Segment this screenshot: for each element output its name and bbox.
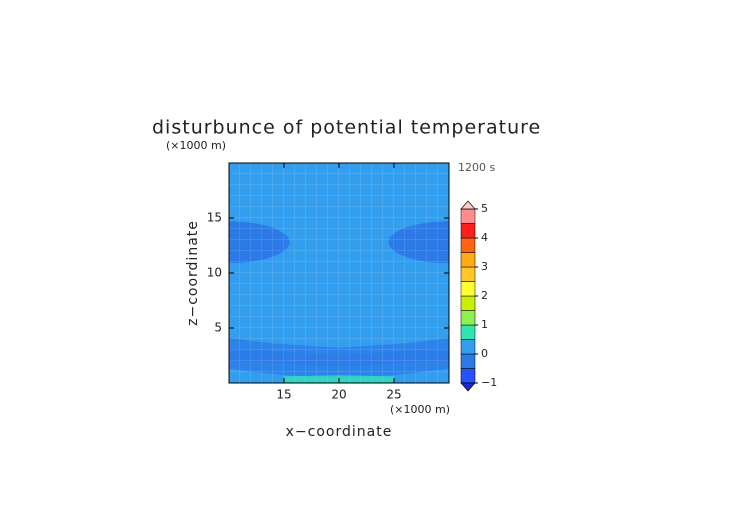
y-axis-label: z−coordinate xyxy=(185,220,201,326)
colorbar-tick-label: 5 xyxy=(481,202,488,215)
colorbar-band xyxy=(460,310,476,326)
grid-overlay xyxy=(229,163,449,383)
colorbar-under xyxy=(460,382,476,392)
colorbar-tick-label: 4 xyxy=(481,231,488,244)
colorbar-band xyxy=(460,339,476,355)
colorbar-tick-label: 0 xyxy=(481,347,488,360)
colorbar-band xyxy=(460,223,476,239)
colorbar-over xyxy=(460,200,476,210)
plot-area xyxy=(229,163,449,383)
colorbar-band xyxy=(460,208,476,224)
colorbar-band xyxy=(460,368,476,384)
x-axis-label: x−coordinate xyxy=(286,424,393,440)
colorbar-tick-label: −1 xyxy=(481,376,497,389)
x-tick-label: 25 xyxy=(386,388,401,402)
chart-title: disturbunce of potential temperature xyxy=(152,117,541,139)
x-tick-label: 20 xyxy=(331,388,346,402)
colorbar-band xyxy=(460,266,476,282)
colorbar-band xyxy=(460,252,476,268)
colorbar-band xyxy=(460,237,476,253)
colorbar-band xyxy=(460,353,476,369)
colorbar-band xyxy=(460,324,476,340)
y-unit: (×1000 m) xyxy=(166,139,226,152)
colorbar-tick-label: 3 xyxy=(481,260,488,273)
colorbar-band xyxy=(460,295,476,311)
colorbar-tick-label: 1 xyxy=(481,318,488,331)
x-tick-label: 15 xyxy=(276,388,291,402)
time-annotation: 1200 s xyxy=(458,161,495,174)
y-tick-label: 10 xyxy=(207,266,222,280)
y-tick-label: 5 xyxy=(214,321,222,335)
colorbar-band xyxy=(460,281,476,297)
x-unit: (×1000 m) xyxy=(390,403,450,416)
y-tick-label: 15 xyxy=(207,211,222,225)
colorbar-tick-label: 2 xyxy=(481,289,488,302)
